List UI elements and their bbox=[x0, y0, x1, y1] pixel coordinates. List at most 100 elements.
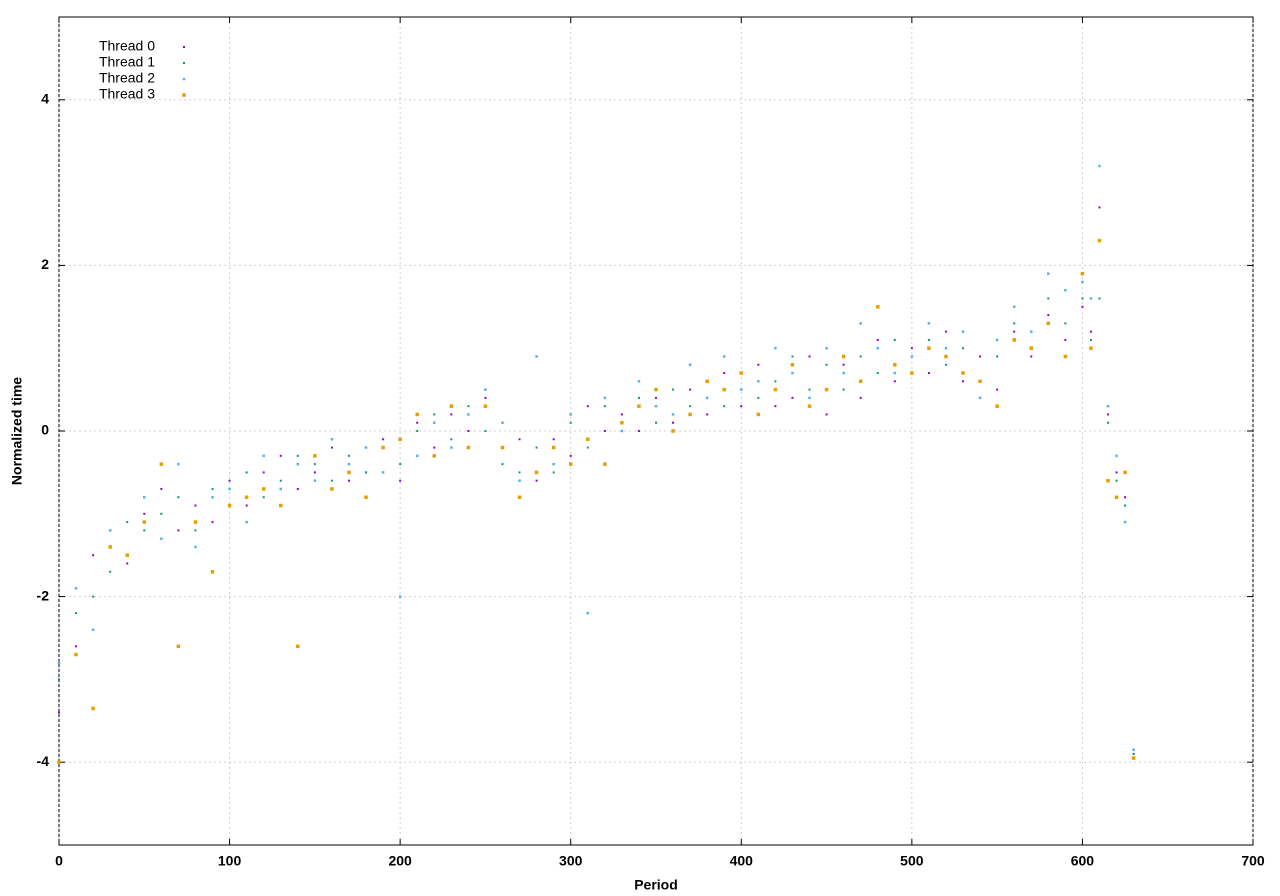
point bbox=[876, 338, 879, 341]
point bbox=[996, 388, 999, 391]
point bbox=[245, 504, 248, 507]
point bbox=[586, 446, 589, 449]
point bbox=[996, 355, 999, 358]
point bbox=[296, 644, 300, 649]
point bbox=[705, 379, 709, 384]
point bbox=[398, 595, 402, 598]
point bbox=[518, 479, 521, 482]
point bbox=[57, 760, 61, 764]
point bbox=[279, 487, 282, 491]
point bbox=[808, 388, 811, 391]
point bbox=[655, 396, 657, 399]
point bbox=[245, 520, 248, 524]
x-tick-label: 400 bbox=[730, 853, 754, 869]
point bbox=[535, 446, 538, 449]
point bbox=[535, 479, 538, 482]
point bbox=[126, 521, 129, 524]
point bbox=[944, 346, 948, 350]
point bbox=[620, 413, 623, 416]
x-tick-label: 700 bbox=[1241, 853, 1265, 869]
point bbox=[962, 380, 965, 383]
point bbox=[467, 430, 470, 432]
point bbox=[893, 338, 896, 341]
point bbox=[1080, 271, 1085, 276]
point bbox=[1013, 330, 1016, 333]
point bbox=[978, 379, 982, 384]
point bbox=[962, 347, 965, 350]
point bbox=[655, 421, 657, 424]
point bbox=[654, 387, 658, 392]
point bbox=[518, 471, 521, 474]
point bbox=[739, 371, 744, 375]
point bbox=[382, 438, 385, 441]
point bbox=[875, 305, 880, 309]
point bbox=[620, 420, 624, 425]
point bbox=[603, 462, 607, 466]
point bbox=[859, 322, 862, 325]
point bbox=[842, 388, 845, 391]
point bbox=[1106, 404, 1110, 408]
point bbox=[688, 363, 692, 367]
point bbox=[1132, 752, 1135, 755]
point bbox=[160, 512, 163, 515]
point bbox=[1123, 520, 1127, 524]
point bbox=[194, 504, 197, 507]
point bbox=[381, 471, 385, 474]
point bbox=[723, 405, 726, 408]
legend-marker bbox=[183, 46, 185, 48]
point bbox=[723, 372, 726, 375]
point bbox=[91, 706, 95, 711]
point bbox=[944, 363, 947, 366]
point bbox=[808, 396, 811, 400]
point bbox=[160, 487, 163, 490]
point bbox=[910, 347, 913, 350]
point bbox=[262, 454, 265, 458]
point bbox=[859, 396, 862, 399]
point bbox=[1064, 322, 1067, 325]
point bbox=[586, 611, 590, 615]
point bbox=[1081, 280, 1084, 284]
x-tick-label: 100 bbox=[218, 853, 242, 869]
point bbox=[211, 521, 214, 524]
point bbox=[296, 462, 300, 466]
point bbox=[193, 520, 198, 524]
point bbox=[313, 479, 317, 482]
point bbox=[398, 437, 402, 442]
point bbox=[159, 462, 164, 466]
point bbox=[92, 595, 95, 598]
legend-label: Thread 3 bbox=[99, 86, 155, 102]
point bbox=[1123, 470, 1127, 475]
point bbox=[824, 387, 829, 392]
point bbox=[603, 396, 607, 400]
point bbox=[1013, 322, 1016, 325]
point bbox=[961, 330, 965, 333]
point bbox=[449, 404, 454, 408]
point bbox=[1115, 479, 1118, 482]
point bbox=[211, 487, 214, 490]
point bbox=[75, 645, 78, 648]
point bbox=[552, 438, 555, 441]
point bbox=[706, 413, 709, 416]
point bbox=[330, 446, 333, 449]
point bbox=[757, 363, 760, 366]
point bbox=[535, 355, 538, 358]
point bbox=[927, 346, 931, 350]
point bbox=[1089, 338, 1092, 341]
point bbox=[637, 396, 640, 399]
point bbox=[433, 446, 436, 449]
point bbox=[125, 553, 129, 557]
point bbox=[893, 380, 896, 383]
point bbox=[1107, 413, 1110, 416]
point bbox=[569, 413, 572, 416]
point bbox=[57, 661, 61, 665]
point bbox=[1012, 338, 1016, 342]
point bbox=[1064, 288, 1067, 292]
point bbox=[365, 471, 368, 474]
point bbox=[740, 405, 743, 408]
point bbox=[1029, 346, 1034, 350]
point bbox=[1089, 346, 1093, 350]
point bbox=[1131, 756, 1136, 760]
point bbox=[841, 354, 846, 359]
point bbox=[552, 471, 555, 474]
